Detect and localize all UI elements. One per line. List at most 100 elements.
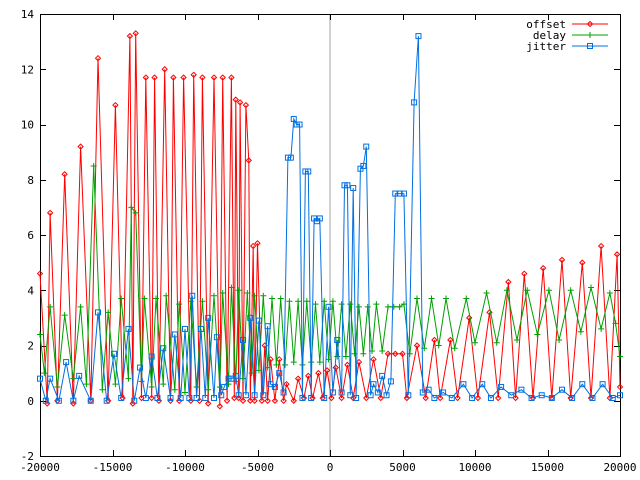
data-point-jitter xyxy=(137,364,144,371)
data-point-offset xyxy=(170,74,177,81)
data-point-delay xyxy=(199,298,206,305)
data-point-jitter xyxy=(148,353,155,360)
data-point-jitter xyxy=(221,383,228,390)
data-point-jitter xyxy=(334,336,341,343)
data-point-delay xyxy=(125,375,132,382)
data-point-offset xyxy=(521,270,528,277)
data-point-delay xyxy=(141,295,148,302)
data-point-jitter xyxy=(87,397,94,404)
data-point-delay xyxy=(385,303,391,310)
data-point-jitter xyxy=(299,394,306,401)
data-point-jitter xyxy=(559,386,565,393)
data-point-jitter xyxy=(142,394,149,401)
data-point-jitter xyxy=(487,394,494,401)
data-point-delay xyxy=(577,328,584,335)
data-point-offset xyxy=(315,369,322,377)
legend-label-delay: delay xyxy=(533,29,566,42)
data-point-jitter xyxy=(383,392,390,399)
data-point-delay xyxy=(260,292,267,299)
data-point-jitter xyxy=(469,394,476,401)
data-point-jitter xyxy=(189,292,196,299)
data-point-delay xyxy=(364,303,371,310)
data-point-jitter xyxy=(264,323,271,330)
data-point-offset xyxy=(148,394,155,402)
data-point-delay xyxy=(255,367,262,374)
series-layer xyxy=(36,30,624,410)
data-point-offset xyxy=(70,400,77,407)
data-point-jitter xyxy=(213,334,220,341)
data-point-offset xyxy=(264,397,271,404)
x-tick-label: -10000 xyxy=(165,461,205,474)
data-point-delay xyxy=(211,292,217,299)
legend-marker-offset xyxy=(586,20,594,28)
data-point-delay xyxy=(342,353,349,360)
legend-marker-jitter xyxy=(587,43,593,49)
data-point-delay xyxy=(312,301,319,308)
data-point-delay xyxy=(514,336,521,343)
data-point-offset xyxy=(180,74,187,81)
data-point-jitter xyxy=(55,397,62,404)
data-point-jitter xyxy=(211,394,217,401)
data-point-offset xyxy=(494,394,502,402)
data-point-jitter xyxy=(308,394,315,401)
data-point-jitter xyxy=(329,389,336,396)
data-point-delay xyxy=(303,298,310,305)
data-point-offset xyxy=(332,364,340,371)
data-point-jitter xyxy=(353,394,360,401)
data-point-offset xyxy=(247,397,254,404)
data-point-offset xyxy=(223,397,231,404)
data-point-jitter xyxy=(182,325,188,332)
data-point-offset xyxy=(190,71,197,78)
data-point-jitter xyxy=(280,389,287,396)
data-point-jitter xyxy=(538,392,545,399)
data-point-jitter xyxy=(154,394,161,401)
data-point-delay xyxy=(99,386,106,393)
data-point-offset xyxy=(129,400,137,407)
data-point-offset xyxy=(597,242,605,250)
data-point-offset xyxy=(228,74,235,81)
y-tick-label: 12 xyxy=(21,63,34,76)
data-point-jitter xyxy=(167,394,174,401)
data-point-delay xyxy=(360,350,367,357)
data-point-jitter xyxy=(508,392,515,399)
data-point-jitter xyxy=(235,392,242,399)
data-point-jitter xyxy=(479,381,486,388)
data-point-jitter xyxy=(76,372,83,379)
data-point-delay xyxy=(356,303,362,310)
data-point-delay xyxy=(112,381,119,388)
data-point-delay xyxy=(148,383,155,390)
data-point-delay xyxy=(47,303,54,310)
data-point-jitter xyxy=(186,394,193,401)
data-point-offset xyxy=(328,394,335,402)
data-point-delay xyxy=(612,320,619,327)
data-point-offset xyxy=(539,264,547,272)
data-point-offset xyxy=(77,143,84,150)
x-tick-label: -5000 xyxy=(241,461,274,474)
data-point-offset xyxy=(377,394,384,402)
data-point-offset xyxy=(454,394,461,402)
data-point-offset xyxy=(271,397,279,404)
data-point-offset xyxy=(175,397,183,404)
data-point-jitter xyxy=(131,397,138,404)
data-point-offset xyxy=(399,350,406,357)
data-point-jitter xyxy=(197,325,204,332)
legend-label-offset: offset xyxy=(526,18,566,31)
legend-label-jitter: jitter xyxy=(526,40,566,53)
data-point-offset xyxy=(465,314,473,322)
data-point-jitter xyxy=(290,115,297,122)
data-point-jitter xyxy=(202,394,209,401)
data-point-jitter xyxy=(232,372,239,379)
data-point-offset xyxy=(392,350,399,357)
data-point-offset xyxy=(280,397,287,404)
data-point-delay xyxy=(556,336,563,343)
data-point-delay xyxy=(228,284,235,291)
y-tick-label: 2 xyxy=(27,340,34,353)
data-point-offset xyxy=(447,336,454,344)
data-point-jitter xyxy=(367,392,374,399)
data-point-offset xyxy=(44,400,51,407)
data-point-delay xyxy=(235,287,242,294)
data-point-offset xyxy=(258,397,266,404)
data-point-delay xyxy=(290,359,297,366)
data-point-offset xyxy=(239,397,247,404)
data-point-jitter xyxy=(276,370,283,377)
